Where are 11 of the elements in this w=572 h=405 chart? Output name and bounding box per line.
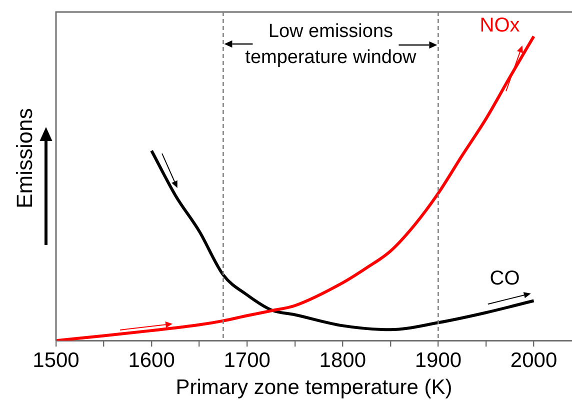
series-label: NOx — [480, 14, 520, 37]
x-tick-label: 1800 — [319, 348, 366, 372]
x-tick-label: 1500 — [32, 348, 80, 372]
x-tick-label: 2000 — [510, 348, 558, 372]
x-tick-label: 1900 — [414, 348, 462, 372]
x-tick-label: 1600 — [128, 348, 175, 372]
x-tick-label: 1700 — [224, 348, 270, 372]
annotation: Low emissions temperature window — [245, 21, 417, 68]
x-axis-title: Primary zone temperature (K) — [176, 376, 452, 400]
series-label: CO — [490, 267, 520, 290]
y-axis-title: Emissions — [12, 108, 38, 208]
